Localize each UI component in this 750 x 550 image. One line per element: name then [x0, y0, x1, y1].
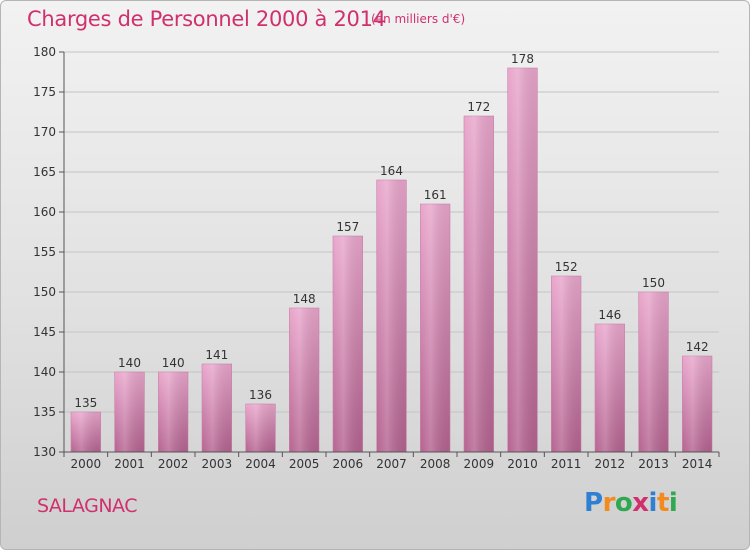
y-tick-label: 165 — [33, 165, 56, 179]
bar-sheen — [158, 372, 189, 452]
logo-letter: P — [584, 488, 603, 518]
bar-value-label: 140 — [162, 356, 185, 370]
bar-sheen — [70, 412, 101, 452]
bar-value-label: 142 — [686, 340, 709, 354]
x-tick-label: 2014 — [682, 457, 713, 471]
bar-sheen — [682, 356, 713, 452]
proxiti-logo: Proxiti — [584, 488, 678, 518]
y-tick-label: 155 — [33, 245, 56, 259]
y-tick-label: 170 — [33, 125, 56, 139]
bar-value-label: 164 — [380, 164, 403, 178]
x-tick-label: 2001 — [114, 457, 145, 471]
bar-sheen — [289, 308, 320, 452]
x-tick-label: 2008 — [420, 457, 451, 471]
bar-sheen — [507, 68, 538, 452]
x-tick-label: 2011 — [551, 457, 582, 471]
chart-title: Charges de Personnel 2000 à 2014 — [27, 7, 386, 31]
commune-name: SALAGNAC — [37, 495, 137, 517]
bar-sheen — [420, 204, 451, 452]
y-tick-label: 175 — [33, 85, 56, 99]
x-tick-label: 2007 — [376, 457, 407, 471]
y-tick-label: 140 — [33, 365, 56, 379]
logo-letter: i — [668, 488, 678, 518]
bar-value-label: 161 — [424, 188, 447, 202]
bar-sheen — [245, 404, 276, 452]
y-tick-label: 130 — [33, 445, 56, 459]
y-tick-label: 180 — [33, 45, 56, 59]
bar-value-label: 172 — [467, 100, 490, 114]
x-tick-label: 2009 — [464, 457, 495, 471]
bar-value-label: 141 — [205, 348, 228, 362]
x-tick-label: 2006 — [333, 457, 364, 471]
axes — [59, 51, 720, 457]
bar-sheen — [376, 180, 407, 452]
bar-sheen — [114, 372, 145, 452]
y-tick-label: 135 — [33, 405, 56, 419]
bar-value-label: 136 — [249, 388, 272, 402]
x-tick-label: 2012 — [595, 457, 626, 471]
bar-value-label: 140 — [118, 356, 141, 370]
bar-value-label: 146 — [598, 308, 621, 322]
logo-letter: t — [656, 488, 669, 518]
y-tick-label: 145 — [33, 325, 56, 339]
bar-value-label: 152 — [555, 260, 578, 274]
x-tick-label: 2004 — [245, 457, 276, 471]
logo-letter: r — [602, 488, 616, 518]
x-tick-label: 2000 — [71, 457, 102, 471]
bar-value-label: 150 — [642, 276, 665, 290]
logo-letter: x — [632, 488, 649, 518]
y-tick-label: 160 — [33, 205, 56, 219]
bar-sheen — [332, 236, 363, 452]
chart-subtitle: (en milliers d'€) — [371, 12, 466, 26]
bar-sheen — [463, 116, 494, 452]
x-tick-label: 2002 — [158, 457, 189, 471]
bars — [70, 67, 713, 453]
logo-letter: o — [614, 488, 633, 518]
labels: 130 135 140 145 150 155 160 165 170 175 180 135 2000… — [33, 45, 712, 471]
bar-value-label: 148 — [293, 292, 316, 306]
y-tick-label: 150 — [33, 285, 56, 299]
bar-value-label: 157 — [336, 220, 359, 234]
x-tick-label: 2003 — [202, 457, 233, 471]
bar-sheen — [201, 364, 232, 452]
logo-letter: i — [648, 488, 658, 518]
x-tick-label: 2013 — [638, 457, 669, 471]
x-tick-label: 2005 — [289, 457, 320, 471]
bar-value-label: 135 — [74, 396, 97, 410]
bar-value-label: 178 — [511, 52, 534, 66]
bar-sheen — [551, 276, 582, 452]
bar-sheen — [594, 324, 625, 452]
x-tick-label: 2010 — [507, 457, 538, 471]
bar-sheen — [638, 292, 669, 452]
